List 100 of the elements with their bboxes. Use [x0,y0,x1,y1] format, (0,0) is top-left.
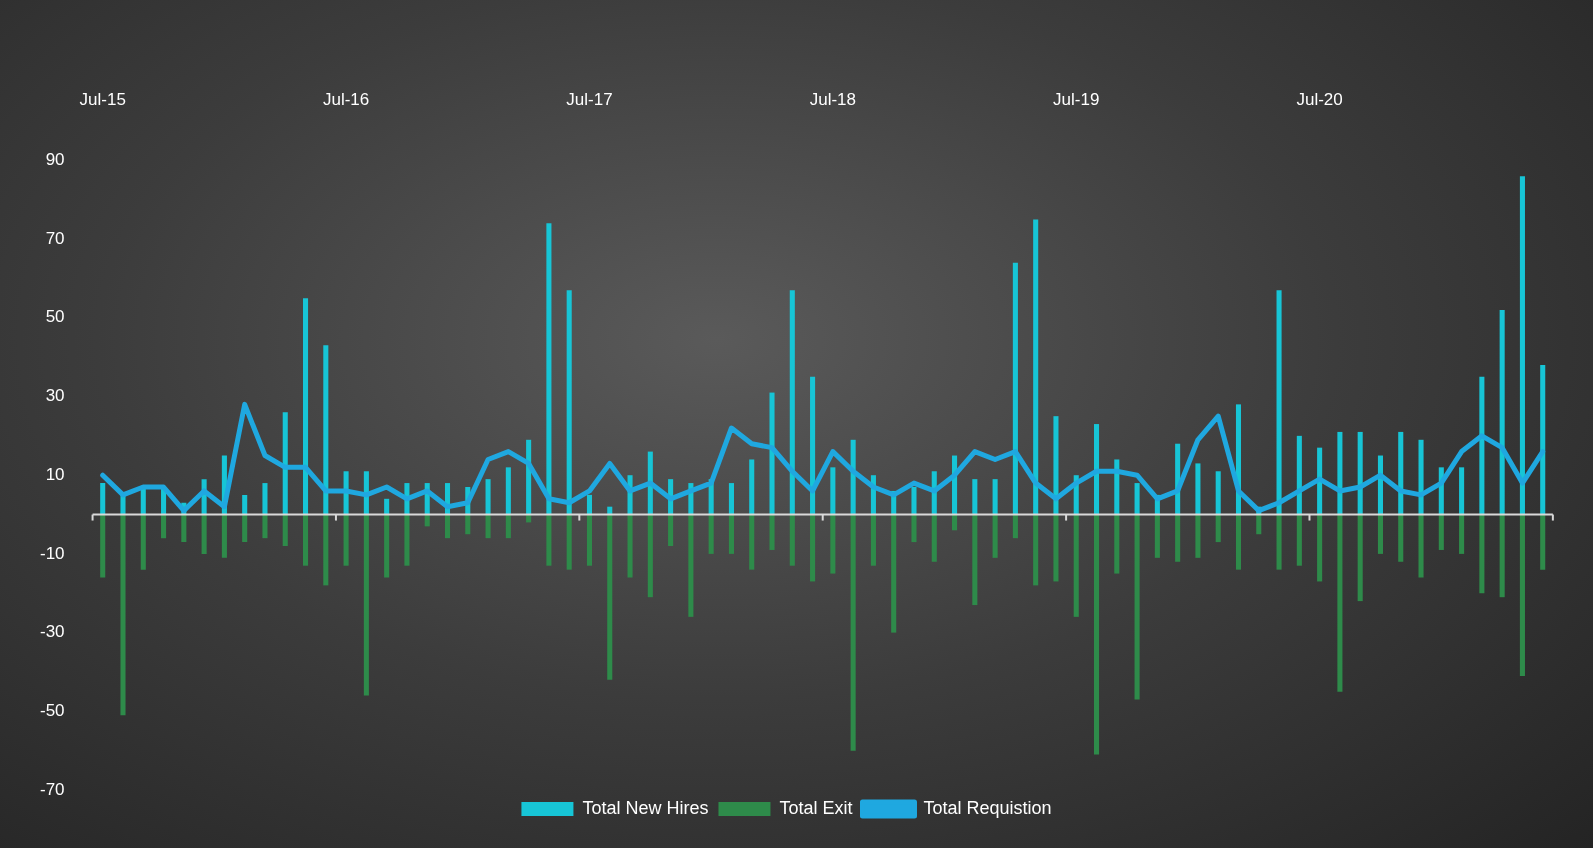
bar [323,345,329,515]
bar [1519,176,1525,515]
bar [1540,514,1546,570]
bar [262,514,268,539]
bar [120,494,126,515]
bar [1438,514,1444,550]
x-tick-label: Jul-15 [79,89,126,109]
bar [911,514,917,543]
bar [404,514,410,566]
bar [1154,514,1160,558]
bar [1012,514,1018,539]
bar [1337,514,1343,692]
bar [870,514,876,566]
bar [1114,514,1120,574]
bar [972,479,978,515]
bar [891,514,897,633]
bar [1276,290,1282,515]
bar [769,392,775,515]
y-tick-label: 10 [45,464,65,484]
bar [1033,514,1039,586]
bar [1093,514,1100,755]
bar [1012,262,1018,515]
legend-label: Total Exit [779,797,853,818]
bar [810,514,816,582]
bar [1053,416,1059,515]
bar [546,223,552,515]
bar [1540,365,1546,515]
x-tick-label: Jul-18 [809,89,857,109]
bar [1459,514,1465,554]
bar [1276,514,1282,570]
bar [607,514,613,680]
bar [1195,463,1201,515]
bar [1479,376,1485,515]
bar [140,514,146,570]
bar [465,514,471,535]
bar [505,514,511,539]
bar [221,514,227,558]
bar [992,514,998,558]
bar [668,514,674,547]
bar [708,514,714,554]
bar [1053,514,1059,582]
y-tick-label: 30 [45,386,65,406]
bar [1134,483,1140,515]
bar [1418,514,1424,578]
bar [1377,514,1383,554]
bar [302,514,309,566]
bar [1317,514,1323,582]
bar [100,514,106,578]
bar [769,514,775,550]
bar [728,514,734,554]
x-tick-label: Jul-19 [1053,89,1100,109]
bar [1033,219,1039,515]
bar [1215,514,1221,543]
y-tick-label: 70 [45,228,65,248]
bar [749,459,755,515]
bar [1357,514,1363,602]
bar [586,514,593,566]
bar [485,479,491,515]
bar [323,514,329,586]
bar [1296,435,1302,515]
x-tick-label: Jul-20 [1296,89,1343,109]
bar [728,483,734,515]
x-tick-label: Jul-17 [566,89,613,109]
bar [201,514,207,554]
bar [302,298,309,515]
bar [120,514,126,716]
bar [749,514,755,570]
bar [1093,424,1100,515]
bar [282,412,288,515]
bar [505,467,511,515]
bar [1398,431,1404,515]
bar [1357,431,1363,515]
bar [1459,467,1465,515]
bar [1499,309,1505,515]
bar [262,483,268,515]
bar [1215,471,1221,515]
bar [931,514,937,562]
bar [343,514,349,566]
bar [444,514,451,539]
y-tick-label: -10 [39,543,65,563]
y-tick-label: -50 [39,700,65,720]
bar [972,514,978,606]
bar [1519,514,1525,676]
bar [1337,431,1343,515]
bar [242,494,248,515]
bar [586,494,593,515]
bar [282,514,288,547]
bar [647,514,653,598]
bar [566,514,572,570]
bar [242,514,248,543]
bar [911,487,917,515]
bar [100,483,106,515]
bar [688,514,694,617]
bar [1479,514,1485,594]
bar [1175,514,1181,562]
bar [1296,514,1302,566]
legend-label: Total New Hires [582,797,709,818]
bar [789,290,795,515]
bar [485,514,491,539]
bar [1195,514,1201,558]
